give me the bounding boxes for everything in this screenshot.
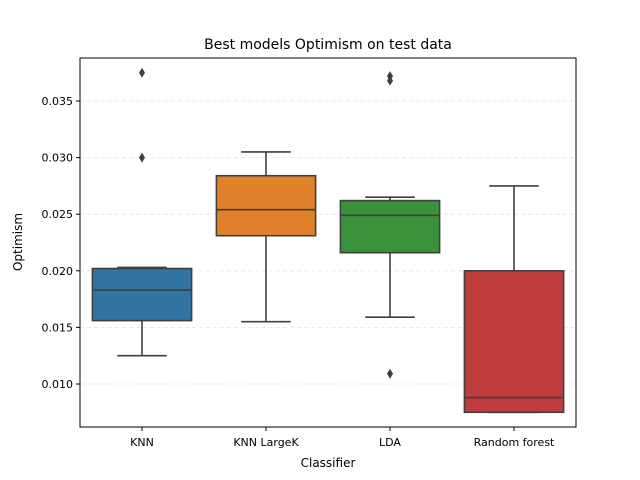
y-tick-label: 0.025 (42, 208, 74, 221)
y-tick-label: 0.010 (42, 378, 74, 391)
x-tick-label: LDA (379, 436, 401, 449)
x-tick-label: Random forest (474, 436, 555, 449)
box-iqr (91, 267, 193, 322)
x-axis-label: Classifier (301, 456, 356, 470)
box-group (215, 151, 317, 323)
y-axis-label: Optimism (11, 213, 25, 271)
box-group (339, 71, 441, 379)
y-tick-label: 0.020 (42, 265, 74, 278)
chart-title: Best models Optimism on test data (204, 37, 452, 53)
boxes (91, 67, 565, 414)
outlier-marker (387, 368, 393, 379)
outlier-marker (387, 75, 393, 86)
x-tick-label: KNN LargeK (233, 436, 299, 449)
box-iqr (463, 269, 565, 414)
box-iqr (339, 199, 441, 254)
outlier-marker (139, 67, 145, 78)
y-tick-label: 0.030 (42, 152, 74, 165)
outlier-marker (139, 152, 145, 163)
axes: 0.010 0.015 0.020 0.025 0.030 0.035 KNN KNN Lar… (42, 95, 556, 449)
x-tick-label: KNN (130, 436, 154, 449)
y-tick-label: 0.035 (42, 95, 74, 108)
box-iqr (215, 174, 317, 237)
box-group (463, 185, 565, 414)
box-group (91, 67, 193, 357)
plot-frame (79, 57, 577, 428)
y-tick-label: 0.015 (42, 321, 74, 334)
